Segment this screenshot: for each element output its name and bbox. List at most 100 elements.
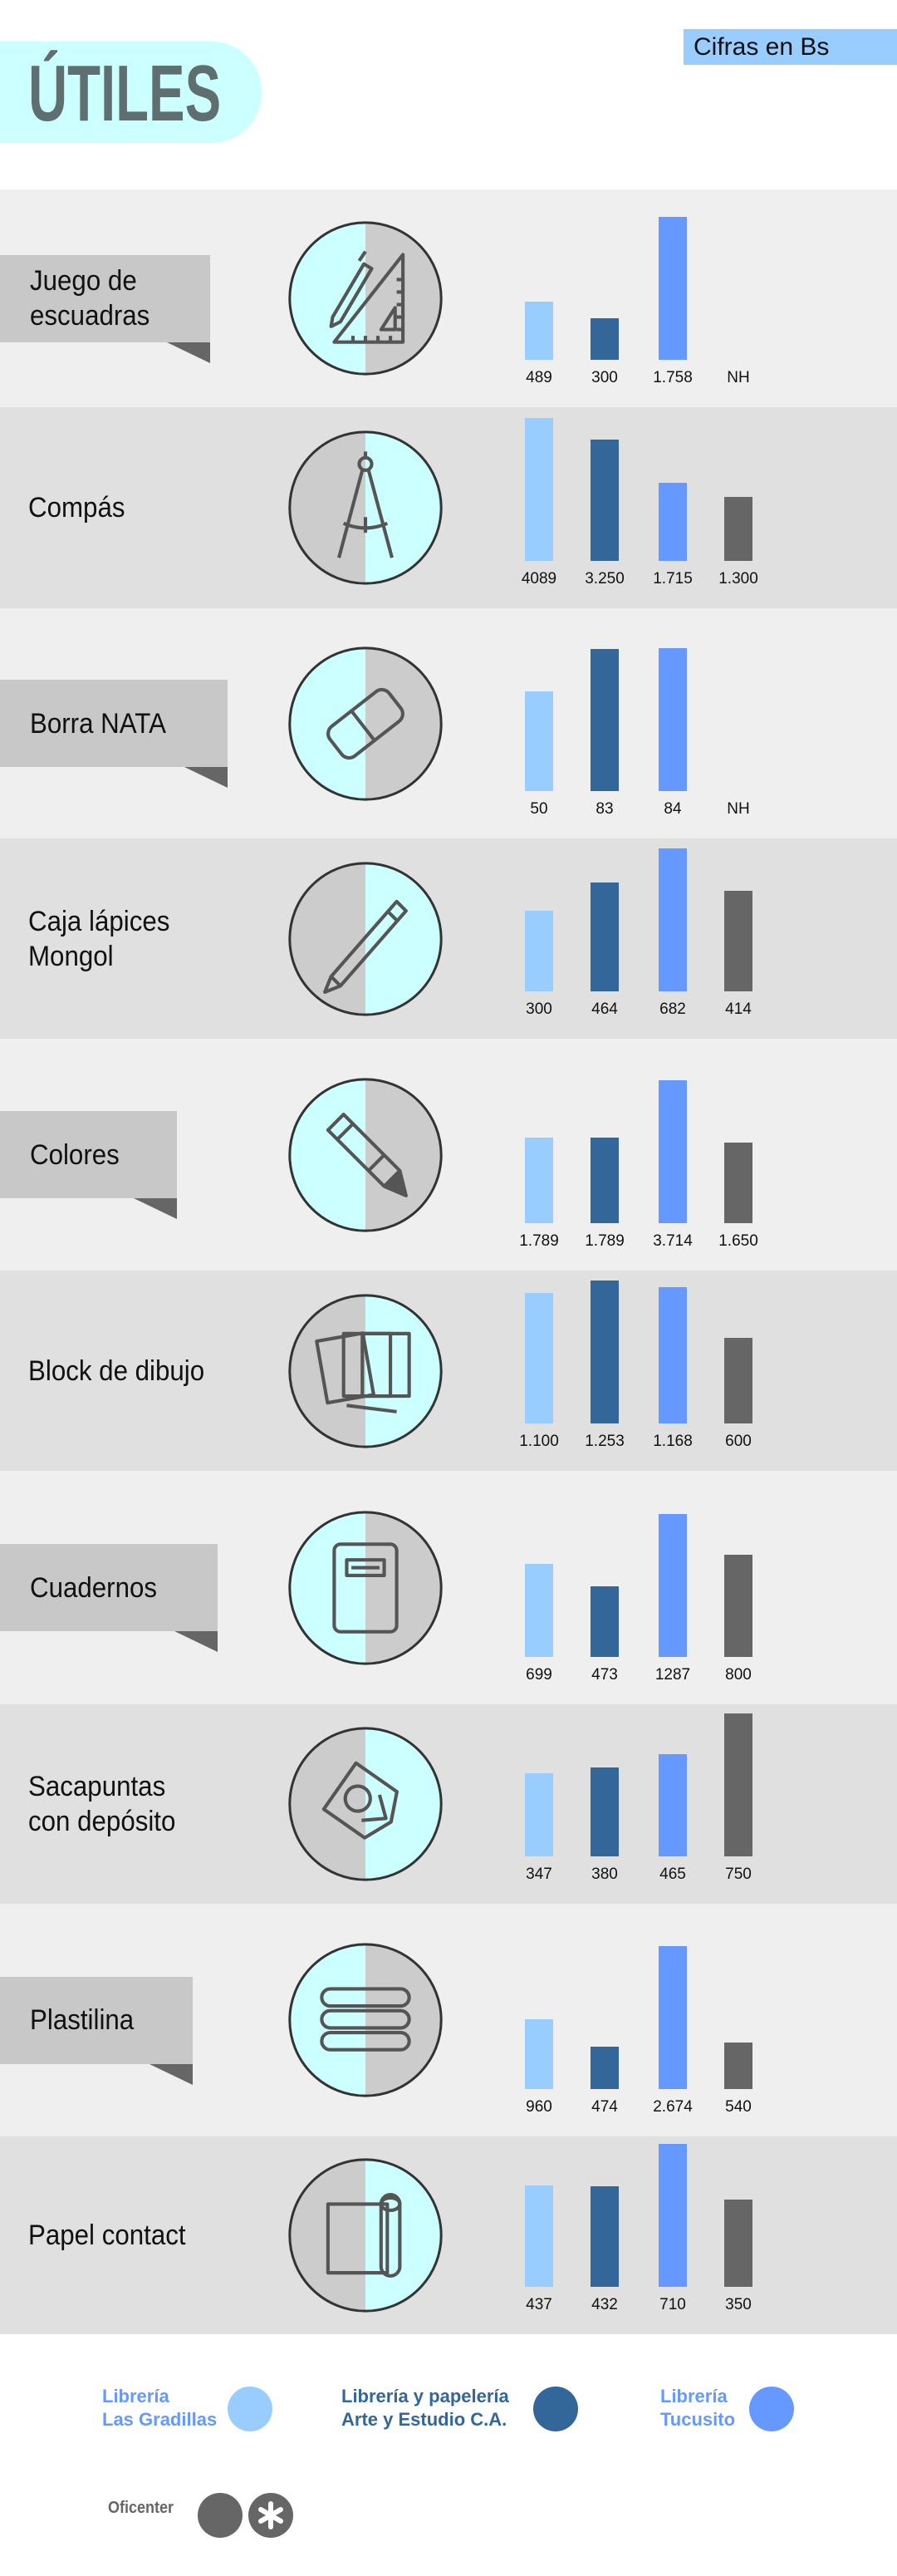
bar-value-label: 540 bbox=[725, 2098, 752, 2116]
eraser-icon bbox=[287, 646, 444, 802]
bar bbox=[724, 1143, 752, 1223]
bar bbox=[525, 1773, 553, 1856]
bar-value-label: 489 bbox=[526, 369, 552, 386]
bar-value-label: 1.300 bbox=[718, 570, 758, 587]
ribbon-fold bbox=[134, 1198, 178, 1219]
item-name: Papel contact bbox=[28, 2220, 186, 2251]
bar-value-label: 83 bbox=[596, 800, 614, 818]
bar-value-label: 350 bbox=[725, 2296, 752, 2313]
bar-value-label: 699 bbox=[526, 1666, 552, 1684]
bar bbox=[591, 882, 619, 991]
bar bbox=[659, 1514, 687, 1657]
bar bbox=[659, 1946, 687, 2089]
item-name: Borra NATA bbox=[30, 707, 166, 740]
bar-value-label: 800 bbox=[725, 1666, 752, 1684]
bar-value-label: 347 bbox=[526, 1866, 552, 1883]
bar-value-label: 50 bbox=[530, 800, 548, 818]
item-name: Sacapuntas con depósito bbox=[28, 1771, 176, 1837]
bar bbox=[724, 1713, 752, 1856]
bar bbox=[525, 302, 553, 360]
bar-value-label: 1.789 bbox=[519, 1232, 559, 1250]
bar-value-label: 300 bbox=[526, 1000, 552, 1018]
bar bbox=[525, 1564, 553, 1657]
bar-value-label: 464 bbox=[591, 1000, 618, 1018]
notebook-icon bbox=[287, 1510, 444, 1666]
bar-value-label: NH bbox=[727, 800, 750, 818]
item-name: Caja lápices Mongol bbox=[28, 905, 170, 972]
bar bbox=[659, 1080, 687, 1223]
row-eraser: Borra NATA 50 83 84 NH bbox=[0, 608, 897, 838]
sharpener-icon bbox=[287, 1726, 444, 1882]
legend-label: Librería y papelería Arte y Estudio C.A. bbox=[341, 2386, 509, 2430]
ribbon-fold bbox=[166, 342, 210, 363]
bar-value-label: 437 bbox=[526, 2296, 552, 2313]
bar bbox=[659, 2144, 687, 2287]
bar bbox=[659, 1287, 687, 1423]
bar bbox=[724, 1555, 752, 1657]
crayon-icon bbox=[287, 1077, 444, 1233]
bar bbox=[724, 1338, 752, 1423]
drawing-pad-icon bbox=[287, 1293, 444, 1449]
bar-value-label: 600 bbox=[725, 1433, 752, 1450]
item-label: Colores bbox=[0, 1111, 178, 1219]
item-label: Cuadernos bbox=[0, 1544, 218, 1652]
bar bbox=[525, 2185, 553, 2287]
ribbon-fold bbox=[184, 767, 228, 788]
legend-label: Librería Las Gradillas bbox=[102, 2386, 218, 2430]
bar bbox=[659, 648, 687, 791]
title-banner bbox=[0, 42, 262, 143]
bar bbox=[724, 2043, 752, 2089]
bar-value-label: 3.250 bbox=[585, 570, 625, 587]
item-name: Colores bbox=[30, 1138, 120, 1171]
bar-value-label: 1.168 bbox=[653, 1433, 693, 1450]
compass-icon bbox=[287, 430, 444, 586]
bar-value-label: 1.100 bbox=[519, 1433, 559, 1450]
bar bbox=[525, 418, 553, 561]
legend-swatch bbox=[533, 2387, 578, 2431]
legend-label: Librería Tucusito bbox=[660, 2386, 736, 2430]
item-label: Papel contact bbox=[28, 2136, 199, 2334]
row-crayon: Colores 1.789 1.789 3.714 1.650 bbox=[0, 1039, 897, 1271]
bar bbox=[659, 1754, 687, 1856]
bar bbox=[525, 911, 553, 991]
bar-value-label: 432 bbox=[591, 2296, 618, 2313]
bar bbox=[591, 440, 619, 561]
item-label: Compás bbox=[28, 407, 134, 608]
legend-label: Oficenter bbox=[108, 2499, 174, 2517]
bar-value-label: 960 bbox=[526, 2098, 552, 2116]
row-sharpener: Sacapuntas con depósito 347 380 465 750 bbox=[0, 1704, 897, 1904]
item-name: Compás bbox=[28, 492, 125, 524]
bar bbox=[659, 848, 687, 991]
item-label: Block de dibujo bbox=[28, 1271, 220, 1471]
bar-value-label: 1.253 bbox=[585, 1433, 625, 1450]
bar bbox=[525, 1138, 553, 1223]
item-name: Plastilina bbox=[30, 2004, 135, 2036]
item-label: Plastilina bbox=[0, 1976, 194, 2085]
item-name: Block de dibujo bbox=[28, 1354, 205, 1387]
bar bbox=[724, 2200, 752, 2287]
bar bbox=[591, 1138, 619, 1223]
bar bbox=[659, 483, 687, 561]
bar-value-label: 1.650 bbox=[718, 1232, 758, 1250]
legend-swatch bbox=[749, 2387, 794, 2431]
bar bbox=[591, 1281, 619, 1423]
units-badge: Cifras en Bs bbox=[684, 29, 897, 65]
item-label: Juego de escuadras bbox=[0, 254, 210, 363]
item-name: Juego de escuadras bbox=[30, 265, 150, 332]
bar bbox=[591, 1767, 619, 1856]
bar bbox=[525, 2019, 553, 2089]
bar bbox=[591, 2186, 619, 2287]
row-pencil: Caja lápices Mongol 300 464 682 414 bbox=[0, 838, 897, 1039]
item-label: Sacapuntas con depósito bbox=[28, 1704, 189, 1904]
legend-swatch bbox=[198, 2493, 243, 2538]
bar-value-label: 465 bbox=[659, 1866, 686, 1883]
row-drawing-pad: Block de dibujo 1.100 1.253 1.168 600 bbox=[0, 1271, 897, 1471]
bar-value-label: 710 bbox=[659, 2296, 686, 2313]
ribbon-fold bbox=[174, 1631, 218, 1652]
bar-value-label: 474 bbox=[591, 2098, 618, 2116]
row-contact-paper: Papel contact 437 432 710 350 bbox=[0, 2136, 897, 2334]
bar bbox=[724, 891, 752, 991]
set-square-icon bbox=[287, 220, 444, 376]
item-name: Cuadernos bbox=[30, 1571, 158, 1604]
bar bbox=[591, 318, 619, 360]
